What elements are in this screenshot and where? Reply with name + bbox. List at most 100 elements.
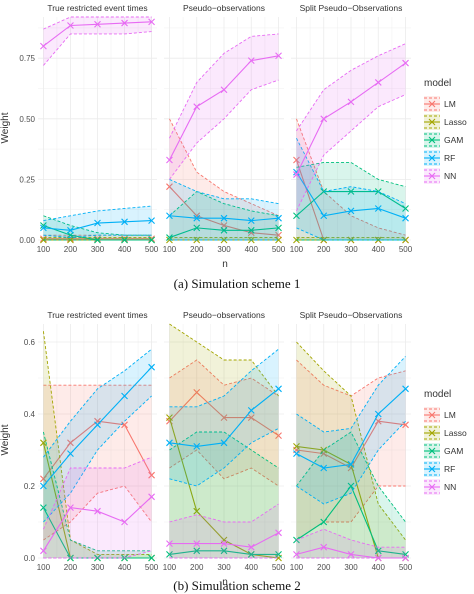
series-gam	[40, 431, 155, 562]
legend-marker	[428, 411, 436, 419]
data-point	[374, 554, 382, 562]
legend-label: LM	[444, 410, 456, 420]
y-axis-title: Weight	[0, 112, 11, 143]
data-point	[275, 529, 282, 537]
panel-title: Split Pseudo−Observations	[300, 3, 403, 13]
x-tick-label: 100	[290, 563, 304, 572]
data-point	[247, 217, 255, 224]
x-tick-label: 300	[217, 563, 231, 572]
x-tick-label: 400	[372, 245, 386, 254]
data-point	[94, 507, 101, 515]
data-point	[275, 214, 282, 222]
band-lower-line	[43, 395, 152, 523]
data-point	[247, 551, 255, 558]
data-point	[148, 471, 155, 479]
band-upper-line	[169, 503, 279, 523]
series-rf	[293, 356, 409, 505]
y-tick-label: 0.4	[24, 410, 36, 419]
y-tick-label: 0.00	[19, 236, 35, 245]
y-tick-label: 0.2	[24, 482, 36, 491]
band-lower-line	[43, 234, 152, 239]
data-point	[166, 551, 173, 558]
band-lower-line	[296, 420, 406, 505]
data-point	[166, 414, 173, 421]
band-upper-line	[296, 161, 406, 188]
data-point	[320, 464, 328, 472]
legend-key-lm: LM	[424, 407, 456, 423]
band-upper-line	[43, 16, 152, 30]
x-tick-label: 500	[145, 563, 159, 572]
data-point	[40, 439, 47, 447]
x-tick-label: 100	[37, 245, 51, 254]
legend-label: RF	[444, 153, 455, 163]
confidence-band	[169, 179, 279, 240]
legend-key-gam: GAM	[424, 443, 463, 459]
y-tick-label: 0.0	[24, 554, 36, 563]
confidence-band	[43, 331, 152, 558]
band-lower-line	[169, 428, 279, 487]
legend-key-nn: NN	[424, 479, 456, 495]
band-lower-line	[296, 94, 406, 212]
band-lower-line	[296, 227, 406, 241]
data-point	[148, 363, 155, 371]
data-point	[40, 482, 47, 490]
data-point	[247, 226, 255, 234]
confidence-band	[296, 43, 406, 211]
data-point	[320, 212, 328, 220]
confidence-band	[169, 118, 279, 240]
confidence-band	[169, 360, 279, 486]
x-tick-label: 200	[64, 245, 78, 254]
x-tick-label: 500	[145, 245, 159, 254]
series-rf	[166, 178, 282, 241]
data-point	[94, 235, 101, 243]
band-upper-line	[42, 331, 152, 555]
legend-key-lasso: Lasso	[424, 114, 467, 130]
data-point	[148, 18, 155, 26]
band-upper-line	[43, 348, 152, 458]
data-point	[40, 224, 47, 232]
data-point	[193, 443, 201, 450]
legend-marker	[428, 100, 436, 108]
legend-label: GAM	[444, 446, 463, 456]
data-point	[220, 540, 228, 547]
x-tick-label: 400	[372, 563, 386, 572]
band-upper-line	[169, 431, 279, 469]
data-point	[94, 236, 101, 244]
series-rf	[40, 205, 155, 239]
x-tick-label: 400	[245, 245, 259, 254]
data-point	[193, 389, 201, 396]
data-point	[320, 115, 328, 123]
data-point	[275, 432, 282, 439]
legend-marker	[428, 429, 436, 437]
data-point	[402, 214, 409, 222]
legend-key-lm: LM	[424, 96, 456, 112]
data-point	[67, 450, 74, 457]
data-point	[247, 407, 255, 414]
panel-title: True restricted event times	[47, 310, 147, 320]
data-point	[220, 222, 228, 229]
legend-marker	[428, 465, 436, 473]
x-tick-label: 400	[118, 563, 132, 572]
legend-label: NN	[444, 171, 456, 181]
band-lower-line	[43, 31, 152, 66]
data-point	[320, 543, 328, 551]
data-point	[293, 212, 300, 220]
band-upper-line	[296, 356, 406, 433]
panel-1: True restricted event times 100 200 300 400 5…	[37, 310, 159, 572]
confidence-band	[296, 360, 406, 540]
data-point	[220, 214, 228, 222]
legend-label: RF	[444, 464, 455, 474]
data-point	[67, 226, 74, 234]
band-upper-line	[169, 323, 279, 397]
data-point	[40, 235, 47, 243]
data-point	[40, 222, 47, 229]
data-point	[94, 20, 101, 28]
x-tick-label: 500	[399, 563, 413, 572]
data-point	[94, 421, 101, 429]
data-point	[40, 547, 47, 555]
data-point	[293, 551, 300, 558]
legend-key-nn: NN	[424, 168, 456, 184]
confidence-band	[43, 432, 152, 558]
legend-marker	[428, 154, 436, 162]
